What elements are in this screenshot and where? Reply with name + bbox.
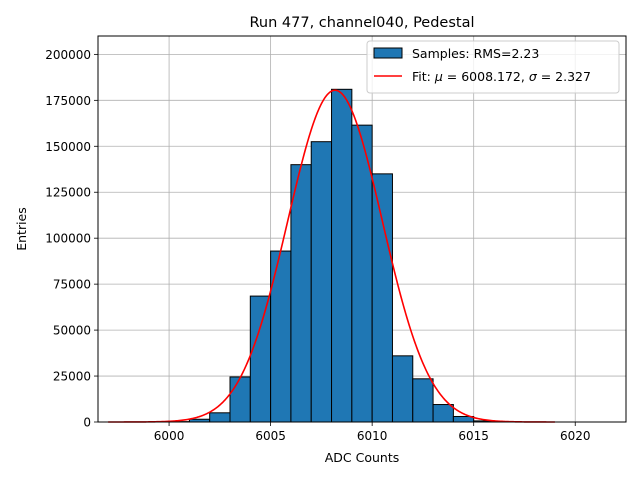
plot-frame bbox=[97, 35, 627, 423]
legend-histogram-swatch bbox=[373, 47, 403, 59]
fit-curve-group bbox=[108, 89, 555, 423]
y-tick-label: 125000 bbox=[45, 186, 91, 200]
legend-fit-label: Fit: μ = 6008.172, σ = 2.327 bbox=[412, 69, 591, 84]
legend-fit-sigma-value: = 2.327 bbox=[537, 69, 591, 84]
axis-ticks: 6000 6005 6010 6015 6020 0 25000 50000 75000 1000… bbox=[45, 48, 590, 443]
y-tick-label: 50000 bbox=[53, 324, 91, 338]
x-axis-label: ADC Counts bbox=[325, 450, 400, 465]
y-tick-label: 75000 bbox=[53, 278, 91, 292]
histogram-bar bbox=[290, 164, 312, 423]
y-tick-label: 100000 bbox=[45, 232, 91, 246]
legend-fit-prefix: Fit: bbox=[412, 69, 435, 84]
x-tick-label: 6015 bbox=[458, 429, 489, 443]
y-axis-label: Entries bbox=[14, 207, 29, 251]
legend: Samples: RMS=2.23 Fit: μ = 6008.172, σ =… bbox=[366, 40, 620, 94]
chart-title: Run 477, channel040, Pedestal bbox=[249, 15, 474, 31]
histogram-bar bbox=[249, 295, 272, 423]
legend-fit-mu-symbol: μ bbox=[434, 69, 443, 84]
histogram-bar bbox=[391, 355, 414, 423]
y-tick-label: 200000 bbox=[45, 48, 91, 62]
histogram-bar bbox=[412, 378, 434, 423]
legend-histogram-label: Samples: RMS=2.23 bbox=[412, 46, 539, 61]
x-tick-label: 6020 bbox=[560, 429, 591, 443]
histogram-bar bbox=[229, 376, 251, 423]
histogram-bars bbox=[168, 88, 515, 423]
legend-fit-mu-value: = 6008.172, bbox=[443, 69, 529, 84]
y-tick-label: 150000 bbox=[45, 140, 91, 154]
histogram-bar bbox=[209, 412, 231, 423]
legend-fit-sigma-symbol: σ bbox=[529, 69, 538, 84]
y-tick-label: 175000 bbox=[45, 94, 91, 108]
y-tick-label: 25000 bbox=[53, 370, 91, 384]
histogram-bar bbox=[432, 404, 454, 423]
fit-curve bbox=[108, 89, 555, 423]
histogram-bar bbox=[351, 124, 373, 423]
histogram-bar bbox=[331, 88, 353, 423]
y-tick-label: 0 bbox=[83, 416, 91, 430]
x-tick-label: 6010 bbox=[357, 429, 388, 443]
histogram-bar bbox=[371, 173, 393, 423]
x-tick-label: 6000 bbox=[154, 429, 185, 443]
legend-box bbox=[366, 40, 620, 94]
x-tick-label: 6005 bbox=[255, 429, 286, 443]
histogram-bar bbox=[310, 141, 333, 423]
